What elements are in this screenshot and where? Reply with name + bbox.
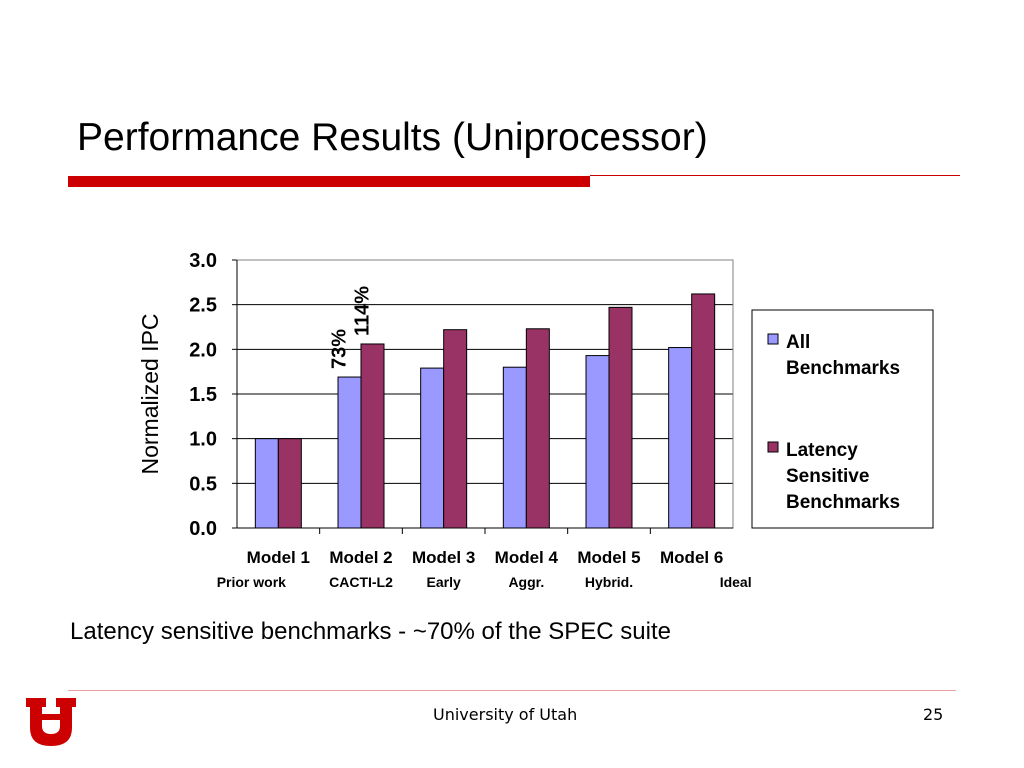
y-tick-label: 3.0: [189, 250, 217, 272]
y-tick-label: 1.5: [189, 384, 217, 406]
title-underline-rule: [590, 175, 960, 176]
ipc-bar-chart: 0.0 0.5 1.0 1.5 2.0 2.5 3.0 Model 1 Prior work Mo…: [137, 250, 934, 590]
x-sublabel: Ideal: [720, 574, 752, 590]
slide-title: Performance Results (Uniprocessor): [77, 116, 708, 159]
y-tick-label: 0.0: [189, 518, 217, 540]
page-number: 25: [923, 705, 944, 724]
bar: [668, 347, 693, 529]
y-tick-label: 0.5: [189, 473, 217, 495]
bar-annotation: 114%: [352, 286, 374, 336]
x-sublabel: Early: [427, 574, 461, 590]
bar: [691, 293, 716, 529]
footer-institution: University of Utah: [433, 705, 578, 724]
x-tick-label: Model 1: [247, 548, 310, 567]
x-tick-label: Model 5: [577, 548, 640, 567]
bar: [420, 367, 445, 529]
bar: [443, 329, 468, 529]
x-tick-label: Model 2: [329, 548, 392, 567]
bar: [502, 366, 527, 529]
x-tick-label: Model 6: [660, 548, 723, 567]
y-tick-label: 2.0: [189, 339, 217, 361]
legend-label: Benchmarks: [786, 358, 900, 379]
y-axis-label: Normalized IPC: [137, 313, 163, 474]
bar: [360, 343, 385, 529]
legend-label: Benchmarks: [786, 492, 900, 513]
slide-caption: Latency sensitive benchmarks - ~70% of t…: [70, 618, 671, 645]
x-sublabel: Aggr.: [508, 574, 544, 590]
legend-label: Latency: [786, 440, 858, 461]
bar: [525, 328, 550, 529]
y-tick-label: 2.5: [189, 295, 217, 317]
legend-swatch: [767, 333, 779, 345]
legend-box: [751, 309, 934, 529]
x-sublabel: Hybrid.: [585, 574, 633, 590]
y-tick-label: 1.0: [189, 429, 217, 451]
bar: [254, 438, 279, 529]
bar: [277, 438, 302, 529]
bar-annotation: 73%: [329, 329, 351, 369]
x-sublabel: CACTI-L2: [329, 574, 393, 590]
x-tick-label: Model 3: [412, 548, 475, 567]
title-underline-bar: [68, 176, 590, 187]
legend-label: Sensitive: [786, 466, 869, 487]
footer-rule: [68, 690, 956, 691]
bar: [585, 355, 610, 529]
x-tick-label: Model 4: [495, 548, 559, 567]
bar: [608, 306, 633, 529]
bar: [337, 376, 362, 529]
university-logo: [26, 698, 76, 746]
legend-label: All: [786, 332, 810, 353]
x-sublabel: Prior work: [217, 574, 286, 590]
legend-swatch: [767, 441, 779, 453]
